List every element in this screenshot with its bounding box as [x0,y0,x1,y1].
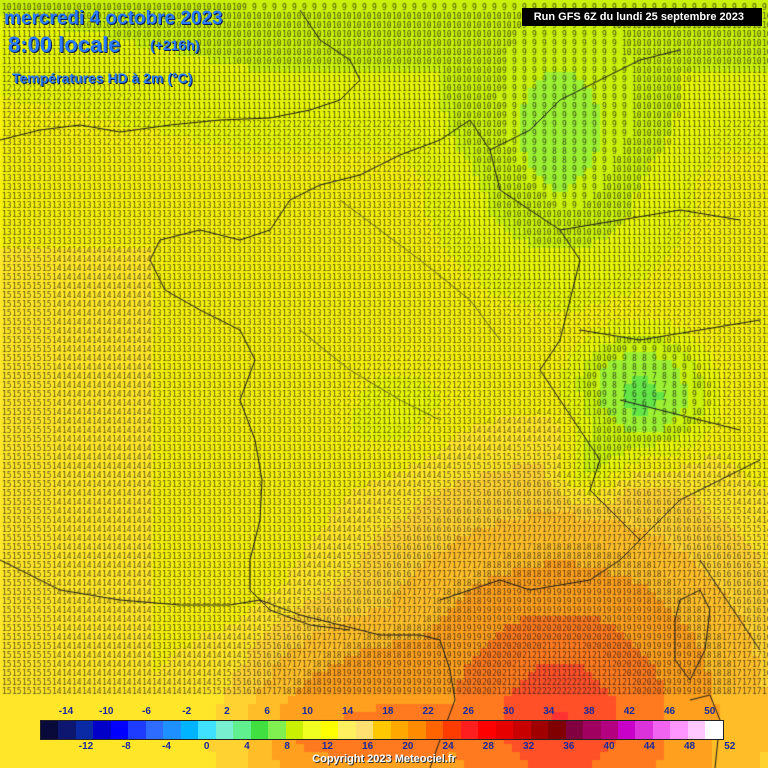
legend-swatch [303,721,321,739]
legend-tick-label: 20 [402,741,414,752]
legend-tick-label: 6 [264,706,270,717]
legend-tick-label: 12 [321,741,333,752]
legend-tick-label: 24 [442,741,454,752]
legend-tick-label: -10 [99,706,114,717]
legend-tick-label: 2 [224,706,230,717]
legend-tick-label: 52 [724,741,736,752]
legend-swatch [355,721,374,739]
legend-swatch [390,721,409,739]
legend-swatch [233,721,251,739]
forecast-date: mercredi 4 octobre 2023 [4,8,223,29]
legend-tick-label: 44 [643,741,655,752]
legend-swatch [338,721,356,739]
legend-swatch [548,721,566,739]
legend-tick-label: 34 [543,706,555,717]
color-legend: -14 -10 -6 -2 2 6 10 14 18 22 26 30 34 38 42 46 50 -12 -8-… [40,706,735,768]
legend-tick-label: 14 [342,706,354,717]
legend-tick-label: -4 [162,741,171,752]
legend-swatch [285,721,304,739]
legend-tick-label: 8 [284,741,290,752]
legend-swatch [163,721,181,739]
legend-swatch [652,721,671,739]
legend-swatch [583,721,601,739]
legend-tick-label: 42 [623,706,635,717]
legend-swatch [250,721,269,739]
legend-swatch [128,721,146,739]
legend-swatch [198,721,216,739]
legend-swatch [460,721,479,739]
legend-swatch [268,721,286,739]
run-label: Run GFS 6Z du lundi 25 septembre 2023 [521,8,762,26]
legend-tick-label: 30 [503,706,515,717]
legend-swatch [41,721,59,739]
legend-color-bar [40,720,724,740]
legend-tick-label: 10 [301,706,313,717]
legend-tick-label: 22 [422,706,434,717]
legend-swatch [110,721,129,739]
legend-tick-label: 48 [683,741,696,752]
forecast-time: 8:00 locale [8,32,121,57]
legend-swatch [180,721,199,739]
parameter-label: Températures HD à 2m (°C) [12,70,193,86]
legend-tick-label: 36 [563,741,575,752]
legend-swatch [478,721,496,739]
legend-swatch [145,721,164,739]
legend-swatch [320,721,339,739]
legend-tick-label: 26 [462,706,474,717]
copyright: Copyright 2023 Meteociel.fr [312,753,456,765]
legend-tick-label: 4 [244,741,250,752]
legend-swatch [373,721,391,739]
legend-tick-label: -8 [121,741,131,752]
legend-tick-label: 38 [583,706,595,717]
forecast-offset: (+216h) [150,37,200,53]
legend-tick-label: 40 [603,741,615,752]
legend-tick-label: -12 [78,741,94,752]
legend-tick-label: 0 [203,741,210,752]
legend-swatch [635,721,653,739]
legend-swatch [565,721,584,739]
legend-tick-label: -14 [58,706,74,717]
legend-tick-label: 46 [663,706,676,717]
legend-tick-label: -6 [142,706,151,717]
legend-swatch [687,721,706,739]
legend-swatch [215,721,234,739]
legend-swatch [443,721,461,739]
legend-swatch [75,721,94,739]
legend-tick-label: -2 [182,706,192,717]
legend-tick-label: 16 [362,741,374,752]
legend-swatch [495,721,514,739]
legend-swatch [600,721,618,739]
legend-tick-label: 28 [482,741,494,752]
legend-swatch [58,721,76,739]
legend-tick-label: 50 [704,706,716,717]
legend-swatch [425,721,444,739]
legend-tick-label: 32 [523,741,535,752]
legend-swatch [93,721,111,739]
legend-swatch [670,721,688,739]
legend-tick-label: 18 [382,706,394,717]
legend-swatch [530,721,549,739]
legend-swatch [617,721,636,739]
legend-swatch [513,721,531,739]
legend-swatch [408,721,426,739]
legend-swatch [705,721,723,739]
